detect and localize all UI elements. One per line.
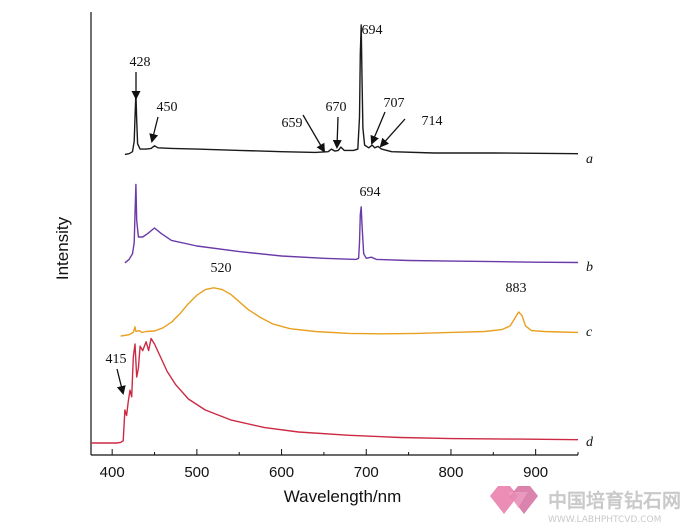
peak-label-a-450: 450 bbox=[157, 100, 178, 115]
series-line-b bbox=[124, 183, 579, 264]
peak-label-c-520: 520 bbox=[211, 261, 232, 276]
peak-arrow-a-714 bbox=[379, 118, 406, 148]
series-group: a b c d bbox=[91, 24, 594, 450]
diamond-logo-icon bbox=[490, 486, 538, 514]
series-label-b: b bbox=[586, 260, 593, 275]
annotations-group: 428 450 659 670 694 707 714 694 520 883 415 bbox=[106, 23, 527, 395]
watermark-title: 中国培育钻石网 bbox=[548, 489, 681, 512]
axes: 400 500 600 700 800 900 bbox=[90, 12, 579, 481]
peak-label-a-694: 694 bbox=[362, 23, 383, 38]
series-label-a: a bbox=[586, 152, 593, 167]
x-tick-label: 500 bbox=[184, 464, 209, 481]
peak-label-d-415: 415 bbox=[106, 352, 127, 367]
peak-arrow-a-707 bbox=[370, 111, 386, 145]
peak-label-b-694: 694 bbox=[360, 185, 381, 200]
peak-arrow-a-450 bbox=[149, 116, 159, 143]
x-tick-label: 900 bbox=[523, 464, 548, 481]
peak-label-c-883: 883 bbox=[506, 281, 527, 296]
peak-label-a-659: 659 bbox=[282, 116, 303, 131]
peak-label-a-714: 714 bbox=[422, 114, 443, 129]
peak-label-a-428: 428 bbox=[130, 55, 151, 70]
x-axis-title: Wavelength/nm bbox=[284, 487, 401, 506]
series-line-c bbox=[120, 287, 579, 337]
series-line-d bbox=[91, 337, 579, 444]
peak-label-a-707: 707 bbox=[384, 96, 405, 111]
peak-label-a-670: 670 bbox=[326, 100, 347, 115]
series-line-a bbox=[124, 24, 579, 156]
peak-arrow-a-659 bbox=[302, 114, 326, 153]
y-axis-title: Intensity bbox=[53, 216, 72, 280]
peak-arrow-d-415 bbox=[116, 368, 126, 395]
x-tick-label: 700 bbox=[354, 464, 379, 481]
x-tick-label: 400 bbox=[100, 464, 125, 481]
watermark-url: WWW.LABHPHTCVD.COM bbox=[548, 515, 661, 525]
series-label-d: d bbox=[586, 435, 594, 450]
series-label-c: c bbox=[586, 325, 593, 340]
x-tick-label: 600 bbox=[269, 464, 294, 481]
watermark: 中国培育钻石网 WWW.LABHPHTCVD.COM bbox=[490, 486, 681, 525]
peak-arrow-a-670 bbox=[332, 116, 342, 149]
x-tick-label: 800 bbox=[438, 464, 463, 481]
